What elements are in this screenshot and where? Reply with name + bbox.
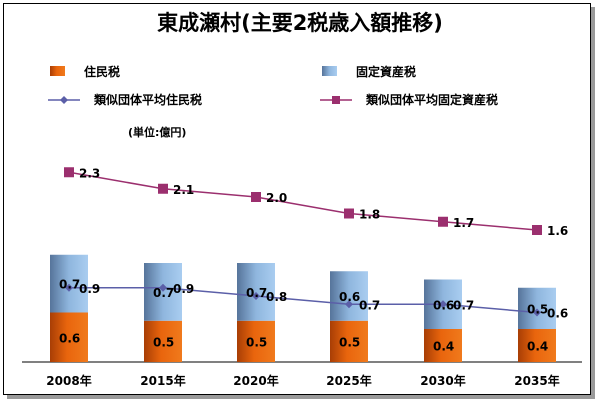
- bar-property-tax-3: [330, 271, 368, 321]
- category-labels: 2008年 2015年 2020年 2025年 2030年 2035年: [46, 373, 559, 388]
- bar-residence-tax-4: [424, 329, 462, 362]
- legend-label-avg-property-tax: 類似団体平均固定資産税: [365, 92, 498, 107]
- line-avg-residence-tax: [69, 287, 538, 314]
- bar-property-tax-2: [237, 263, 275, 321]
- point-avg-residence-tax-2: [252, 292, 260, 300]
- bar-residence-tax-3: [330, 320, 368, 362]
- bar-label-residence-tax-0: 0.6: [59, 331, 80, 345]
- line-label-avg-property-tax-3: 1.8: [359, 208, 380, 222]
- legend-marker-avg-residence-tax: [60, 96, 68, 104]
- bars-layer: [50, 254, 556, 362]
- bar-label-property-tax-0: 0.7: [59, 278, 80, 292]
- legend-marker-avg-property-tax: [332, 96, 340, 104]
- point-avg-property-tax-1: [158, 183, 168, 194]
- point-avg-property-tax-4: [438, 216, 448, 227]
- point-avg-property-tax-0: [64, 167, 74, 178]
- bar-residence-tax-2: [237, 320, 275, 362]
- bar-label-residence-tax-5: 0.4: [527, 340, 548, 354]
- lines-layer: [64, 167, 542, 317]
- category-label-3: 2025年: [326, 373, 371, 388]
- line-label-avg-residence-tax-0: 0.9: [79, 282, 100, 296]
- bar-label-property-tax-5: 0.5: [527, 302, 548, 316]
- legend: 住民税 固定資産税 類似団体平均住民税 類似団体平均固定資産税: [48, 64, 498, 107]
- point-avg-residence-tax-3: [345, 300, 353, 309]
- bar-property-tax-1: [144, 263, 182, 321]
- category-label-4: 2030年: [420, 373, 465, 388]
- category-label-0: 2008年: [46, 373, 91, 388]
- bar-label-property-tax-1: 0.7: [153, 286, 174, 300]
- line-avg-property-tax: [68, 171, 538, 231]
- legend-label-avg-residence-tax: 類似団体平均住民税: [93, 92, 202, 107]
- legend-label-property-tax: 固定資産税: [356, 64, 416, 79]
- line-label-avg-property-tax-2: 2.0: [266, 191, 287, 205]
- legend-swatch-residence-tax: [50, 66, 65, 76]
- point-avg-residence-tax-1: [159, 283, 167, 292]
- point-avg-residence-tax-4: [439, 300, 447, 309]
- labels-layer: 0.60.70.50.70.50.70.50.60.40.60.40.50.9 0…: [59, 166, 568, 353]
- bar-property-tax-5: [518, 287, 556, 329]
- bar-residence-tax-5: [518, 329, 556, 362]
- point-avg-property-tax-3: [344, 208, 354, 219]
- bar-label-residence-tax-1: 0.5: [153, 335, 174, 349]
- bar-label-residence-tax-4: 0.4: [433, 340, 454, 354]
- line-label-avg-property-tax-4: 1.7: [453, 216, 474, 230]
- chart-frame: [3, 3, 591, 395]
- bar-label-property-tax-3: 0.6: [339, 290, 360, 304]
- point-avg-residence-tax-5: [533, 308, 541, 317]
- line-label-avg-property-tax-0: 2.3: [79, 166, 100, 180]
- category-label-5: 2035年: [514, 373, 559, 388]
- bar-label-property-tax-4: 0.6: [433, 298, 454, 312]
- line-label-avg-residence-tax-3: 0.7: [359, 298, 380, 312]
- category-label-1: 2015年: [140, 373, 185, 388]
- chart-title: 東成瀬村(主要2税歳入額推移): [157, 11, 443, 35]
- bar-property-tax-0: [50, 254, 88, 313]
- unit-label: (単位:億円): [128, 125, 186, 139]
- bar-label-property-tax-2: 0.7: [246, 286, 267, 300]
- line-label-avg-residence-tax-1: 0.9: [173, 282, 194, 296]
- line-label-avg-property-tax-5: 1.6: [547, 224, 568, 238]
- line-label-avg-residence-tax-4: 0.7: [453, 298, 474, 312]
- point-avg-property-tax-5: [532, 225, 542, 235]
- point-avg-residence-tax-0: [65, 283, 73, 292]
- line-label-avg-residence-tax-2: 0.8: [266, 290, 287, 304]
- bar-label-residence-tax-2: 0.5: [246, 335, 267, 349]
- legend-swatch-property-tax: [322, 66, 337, 76]
- bar-residence-tax-0: [50, 312, 88, 362]
- bar-residence-tax-1: [144, 320, 182, 362]
- bar-label-residence-tax-3: 0.5: [339, 335, 360, 349]
- line-label-avg-residence-tax-5: 0.6: [547, 307, 568, 321]
- point-avg-property-tax-2: [251, 192, 261, 202]
- legend-label-residence-tax: 住民税: [84, 64, 120, 79]
- line-label-avg-property-tax-1: 2.1: [173, 183, 194, 197]
- category-label-2: 2020年: [233, 373, 278, 388]
